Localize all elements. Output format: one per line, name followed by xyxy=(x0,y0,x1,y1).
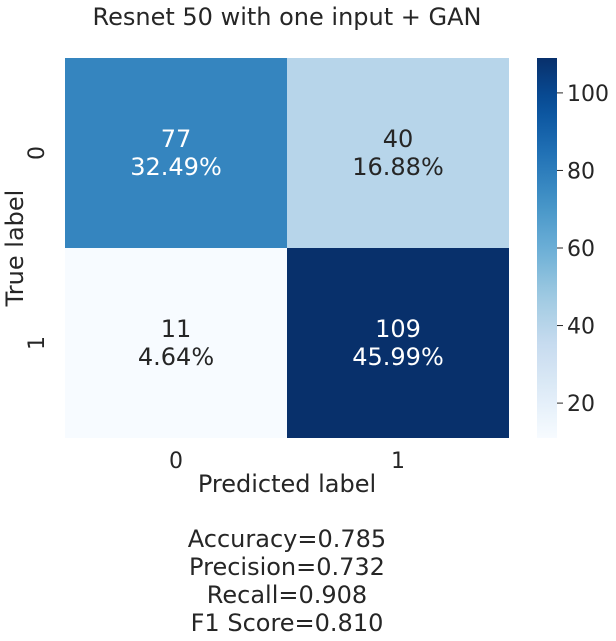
y-axis-label: True label xyxy=(1,190,29,308)
cell-percent-label: 4.64% xyxy=(138,343,214,371)
x-tick-label: 1 xyxy=(391,449,405,474)
y-tick-label: 1 xyxy=(25,336,50,350)
heatmap-cell xyxy=(287,248,509,438)
cell-count-label: 11 xyxy=(161,315,192,343)
cell-percent-label: 32.49% xyxy=(130,153,222,181)
metric-accuracy: Accuracy=0.785 xyxy=(187,525,387,553)
cell-count-label: 109 xyxy=(375,315,421,343)
cell-percent-label: 16.88% xyxy=(352,153,444,181)
cell-percent-label: 45.99% xyxy=(352,343,444,371)
metric-precision: Precision=0.732 xyxy=(189,553,385,581)
colorbar-tick-label: 40 xyxy=(567,315,595,340)
colorbar-tick-label: 80 xyxy=(567,159,595,184)
cell-count-label: 40 xyxy=(383,125,414,153)
colorbar-tick-label: 60 xyxy=(567,237,595,262)
metric-recall: Recall=0.908 xyxy=(206,581,368,609)
cell-count-label: 77 xyxy=(161,125,192,153)
metrics-block: Accuracy=0.785 Precision=0.732 Recall=0.… xyxy=(65,525,509,637)
x-tick-label: 0 xyxy=(169,449,183,474)
heatmap-cell xyxy=(287,58,509,248)
colorbar-tick-label: 20 xyxy=(567,392,595,417)
chart-title: Resnet 50 with one input + GAN xyxy=(92,3,482,31)
x-axis-label: Predicted label xyxy=(198,470,376,498)
metric-f1-score: F1 Score=0.810 xyxy=(190,609,384,637)
heatmap-cell xyxy=(65,58,287,248)
colorbar-tick-label: 100 xyxy=(567,82,609,107)
colorbar xyxy=(537,58,557,438)
heatmap-cell xyxy=(65,248,287,438)
y-tick-label: 0 xyxy=(25,146,50,160)
